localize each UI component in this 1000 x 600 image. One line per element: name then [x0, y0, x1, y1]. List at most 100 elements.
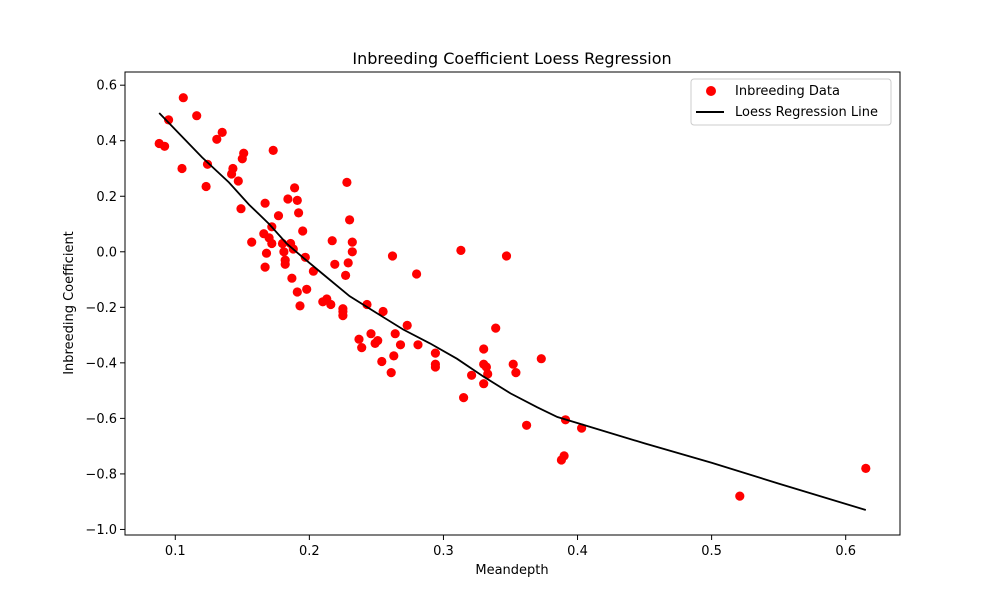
x-tick-label: 0.5: [701, 544, 722, 559]
legend-scatter-marker: [706, 86, 716, 96]
data-point: [511, 368, 521, 378]
data-point: [202, 159, 213, 169]
data-point: [387, 251, 398, 261]
data-point: [347, 237, 357, 247]
data-point: [298, 226, 308, 236]
data-point: [273, 211, 284, 221]
legend: Inbreeding Data Loess Regression Line: [690, 78, 892, 126]
data-point: [217, 127, 227, 137]
y-tick-label: −0.4: [85, 356, 117, 371]
data-point: [341, 270, 351, 280]
data-point: [522, 420, 532, 430]
data-point: [389, 351, 399, 361]
data-point: [260, 198, 270, 208]
data-point: [302, 284, 312, 294]
data-point: [390, 329, 400, 339]
legend-label-inbreeding-data: Inbreeding Data: [735, 84, 840, 99]
data-point: [430, 348, 440, 358]
chart-title: Inbreeding Coefficient Loess Regression: [352, 49, 671, 68]
data-point: [479, 379, 489, 389]
data-point: [386, 368, 396, 378]
data-point: [261, 248, 272, 258]
data-point: [160, 141, 170, 151]
legend-label-loess-line: Loess Regression Line: [735, 105, 878, 120]
data-point: [861, 463, 871, 473]
y-tick-label: 0.2: [96, 190, 117, 205]
data-point: [290, 183, 300, 193]
data-point: [347, 247, 357, 257]
axes: 0.1 0.2 0.3 0.4 0.5 0.6 −1.0 −0.8 −0.6 −0.4 −0.2 0.…: [85, 71, 901, 559]
x-tick-label: 0.4: [567, 544, 588, 559]
data-point: [212, 134, 222, 144]
data-point: [735, 491, 745, 501]
data-point: [192, 111, 202, 121]
y-axis-label: Inbreeding Coefficient: [62, 231, 77, 375]
data-point: [327, 236, 337, 246]
data-point: [357, 343, 367, 353]
data-point: [459, 393, 469, 403]
data-point: [491, 323, 501, 333]
data-point: [430, 362, 440, 372]
data-point: [201, 181, 211, 192]
data-point: [233, 176, 243, 186]
data-point: [228, 163, 238, 174]
data-point: [508, 359, 518, 369]
data-point: [483, 369, 493, 379]
data-point: [413, 340, 423, 350]
data-point: [260, 262, 270, 272]
x-axis-label: Meandepth: [475, 563, 548, 578]
data-point: [292, 195, 302, 205]
data-point: [456, 245, 466, 255]
data-point: [467, 370, 477, 380]
data-point: [377, 356, 387, 367]
data-point: [292, 287, 302, 297]
data-point: [283, 194, 293, 204]
data-point: [287, 273, 297, 283]
legend-frame: [690, 78, 892, 126]
x-tick-label: 0.2: [299, 544, 320, 559]
y-tick-label: 0.4: [96, 134, 117, 149]
y-tick-label: 0.6: [96, 79, 117, 94]
axes-frame: [124, 71, 901, 536]
data-point: [559, 451, 569, 461]
y-tick-label: 0.0: [96, 245, 117, 260]
data-point: [366, 329, 376, 339]
data-point: [373, 336, 383, 346]
data-point: [239, 148, 249, 158]
data-point: [330, 259, 340, 269]
data-point: [300, 252, 310, 262]
loess-regression-line: [158, 112, 867, 511]
data-point: [343, 258, 353, 268]
data-point: [280, 259, 290, 269]
data-point: [178, 93, 188, 103]
data-point: [236, 204, 246, 214]
y-tick-label: −0.6: [85, 412, 117, 427]
data-point: [378, 306, 388, 317]
data-point: [279, 247, 289, 257]
data-point: [164, 115, 174, 125]
x-tick-label: 0.3: [433, 544, 454, 559]
data-point: [354, 334, 364, 344]
y-tick-label: −0.2: [85, 301, 117, 316]
data-point: [294, 208, 304, 218]
data-point: [338, 311, 348, 321]
data-point: [247, 237, 257, 247]
data-point: [395, 340, 406, 350]
data-point: [326, 299, 336, 310]
y-tick-label: −0.8: [85, 467, 117, 482]
plot-area: [154, 93, 871, 511]
data-point: [501, 251, 512, 261]
data-point: [177, 163, 187, 174]
data-point: [412, 269, 422, 279]
data-point: [342, 177, 352, 187]
data-point: [481, 362, 491, 372]
y-tick-label: −1.0: [85, 523, 117, 538]
data-point: [295, 301, 305, 311]
data-point: [267, 238, 277, 249]
data-point: [402, 320, 412, 330]
data-point: [536, 354, 546, 364]
data-point: [345, 215, 355, 225]
x-tick-label: 0.6: [835, 544, 856, 559]
x-tick-label: 0.1: [165, 544, 186, 559]
